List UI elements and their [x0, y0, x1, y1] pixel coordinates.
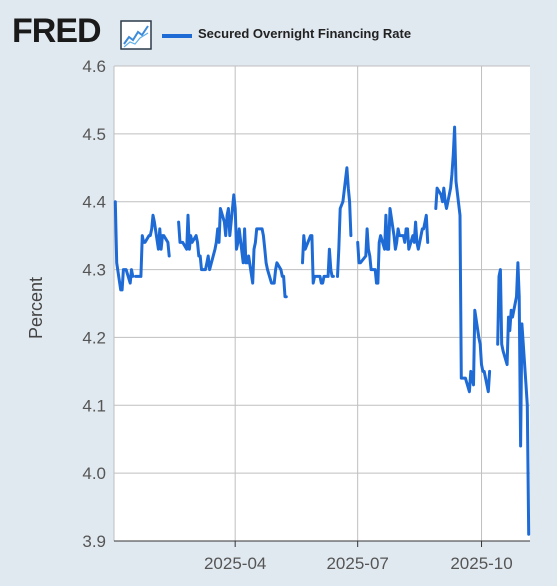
series-line-segment [301, 234, 335, 285]
legend-label: Secured Overnight Financing Rate [198, 26, 412, 41]
series-line-segment [356, 207, 430, 285]
y-tick-label: 4.5 [82, 125, 106, 144]
series-line-segment [496, 261, 531, 536]
y-axis-ticks: 3.9 4.0 4.1 4.2 4.3 4.4 4.5 4.6 [82, 57, 106, 551]
x-tick-label: 2025-04 [204, 554, 266, 573]
header: FRED Secured Overnight Financing Rate [0, 0, 557, 60]
y-tick-label: 4.0 [82, 464, 106, 483]
series-secured-overnight-financing-rate [113, 125, 531, 536]
chart-trend-icon [120, 20, 152, 50]
y-tick-label: 3.9 [82, 532, 106, 551]
y-tick-label: 4.2 [82, 328, 106, 347]
x-tick-label: 2025-07 [326, 554, 388, 573]
series-line-segment [434, 125, 492, 394]
series-line-segment [177, 193, 288, 299]
y-tick-label: 4.6 [82, 57, 106, 76]
y-tick-label: 4.4 [82, 193, 106, 212]
series-line-segment [336, 166, 353, 278]
y-tick-label: 4.1 [82, 396, 106, 415]
series-line-segment [113, 200, 135, 292]
grid-lines [113, 65, 530, 541]
x-axis-ticks: 2025-04 2025-07 2025-10 [204, 541, 513, 573]
y-axis-label: Percent [26, 277, 46, 339]
plot-area [114, 66, 530, 541]
y-tick-label: 4.3 [82, 261, 106, 280]
legend-line-swatch [162, 34, 192, 38]
fred-logo[interactable]: FRED [12, 12, 102, 50]
x-tick-label: 2025-10 [450, 554, 512, 573]
series-line-segment [134, 213, 171, 278]
